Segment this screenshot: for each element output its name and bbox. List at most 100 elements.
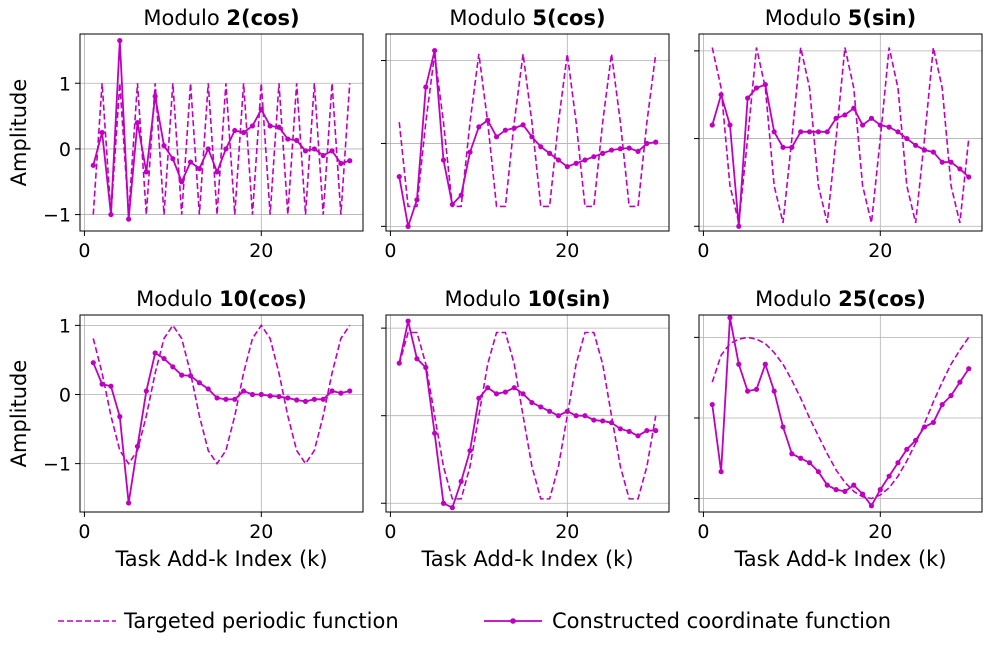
constructed-point xyxy=(860,122,866,128)
constructed-point xyxy=(868,503,875,509)
constructed-point xyxy=(502,127,508,133)
axes-frame xyxy=(385,33,670,232)
y-tick-label: 1 xyxy=(59,315,71,337)
constructed-point xyxy=(440,157,447,163)
subplot-title-prefix: Modulo xyxy=(136,287,219,311)
constructed-point xyxy=(913,142,919,148)
constructed-point xyxy=(414,356,420,362)
constructed-point xyxy=(485,385,491,391)
constructed-point xyxy=(338,390,344,396)
constructed-point xyxy=(458,192,464,198)
constructed-point xyxy=(223,396,229,402)
y-tick-label: 1 xyxy=(59,73,71,95)
constructed-point xyxy=(824,129,830,135)
y-axis-label: Amplitude xyxy=(7,360,31,468)
target-series-line xyxy=(398,53,657,208)
constructed-point xyxy=(502,389,508,395)
constructed-point xyxy=(143,388,149,394)
constructed-point xyxy=(886,473,892,479)
constructed-point xyxy=(493,391,500,397)
constructed-point xyxy=(511,125,517,131)
subplot-title: Modulo 5(cos) xyxy=(449,6,605,30)
constructed-point xyxy=(608,420,615,426)
constructed-point xyxy=(913,437,919,443)
constructed-point xyxy=(187,373,194,379)
constructed-point xyxy=(895,460,901,466)
constructed-point xyxy=(134,120,141,126)
constructed-point xyxy=(511,385,517,391)
constructed-point xyxy=(948,159,954,165)
constructed-point xyxy=(771,388,777,394)
constructed-point xyxy=(966,174,972,180)
subplot-4: 0 20 −1 0 1 Modulo 10(cos) Amplitude Task Add-k… xyxy=(7,287,364,571)
constructed-point xyxy=(467,448,473,454)
constructed-point xyxy=(626,428,632,435)
subplot-title: Modulo 5(sin) xyxy=(765,6,916,30)
constructed-point xyxy=(815,469,821,475)
constructed-point xyxy=(232,396,238,402)
constructed-point xyxy=(493,134,500,140)
constructed-point xyxy=(249,391,256,398)
constructed-point xyxy=(815,129,821,135)
y-tick-label: 0 xyxy=(59,139,71,161)
constructed-point xyxy=(547,150,553,156)
constructed-point xyxy=(966,366,972,372)
constructed-point xyxy=(329,148,335,154)
constructed-point xyxy=(285,136,291,142)
constructed-point xyxy=(886,124,892,130)
constructed-point xyxy=(258,106,264,113)
constructed-point xyxy=(267,123,273,129)
subplot-2: 0 20 Modulo 5(cos) xyxy=(381,6,670,262)
constructed-point xyxy=(458,478,464,484)
constructed-point xyxy=(241,129,247,136)
x-axis-label: Task Add-k Index (k) xyxy=(733,547,946,571)
constructed-point xyxy=(108,383,114,389)
constructed-point xyxy=(117,414,123,420)
constructed-point xyxy=(617,146,623,152)
target-series-line xyxy=(711,47,970,224)
constructed-point xyxy=(276,393,282,400)
subplot-title-prefix: Modulo xyxy=(143,6,226,30)
constructed-point xyxy=(833,487,839,493)
constructed-point xyxy=(311,146,317,152)
subplot-title-prefix: Modulo xyxy=(444,287,527,311)
constructed-point xyxy=(179,179,185,185)
y-tick-label: −1 xyxy=(43,454,71,476)
constructed-point xyxy=(709,122,715,128)
constructed-point xyxy=(90,162,96,168)
x-tick-label: 0 xyxy=(697,521,709,543)
subplot-title: Modulo 25(cos) xyxy=(755,287,926,311)
constructed-point xyxy=(329,388,335,394)
constructed-point xyxy=(320,152,326,159)
axes-frame xyxy=(79,314,364,513)
y-tick-label: −1 xyxy=(43,205,71,227)
constructed-point xyxy=(789,451,795,457)
constructed-point xyxy=(860,491,866,497)
constructed-point xyxy=(555,413,562,419)
constructed-point xyxy=(179,372,185,378)
target-series-line xyxy=(711,336,970,500)
constructed-point xyxy=(302,148,309,154)
constructed-point xyxy=(108,211,114,218)
constructed-series-line xyxy=(92,351,350,504)
constructed-point xyxy=(939,401,945,408)
constructed-point xyxy=(170,364,176,370)
constructed-point xyxy=(214,395,220,401)
constructed-point xyxy=(396,360,402,366)
constructed-series-line xyxy=(398,320,656,509)
legend-constructed-marker xyxy=(510,618,516,624)
x-axis-label: Task Add-k Index (k) xyxy=(420,547,633,571)
constructed-point xyxy=(396,174,402,180)
constructed-point xyxy=(440,500,447,506)
constructed-point xyxy=(600,418,606,424)
constructed-point xyxy=(267,393,273,399)
constructed-point xyxy=(753,85,760,91)
constructed-point xyxy=(948,392,954,399)
constructed-point xyxy=(241,388,247,394)
constructed-point xyxy=(90,360,96,366)
legend: Targeted periodic function Constructed c… xyxy=(58,609,891,633)
constructed-point xyxy=(414,197,420,203)
constructed-point xyxy=(467,149,473,155)
subplot-3: 0 20 Modulo 5(sin) xyxy=(694,6,983,262)
constructed-point xyxy=(294,137,300,143)
